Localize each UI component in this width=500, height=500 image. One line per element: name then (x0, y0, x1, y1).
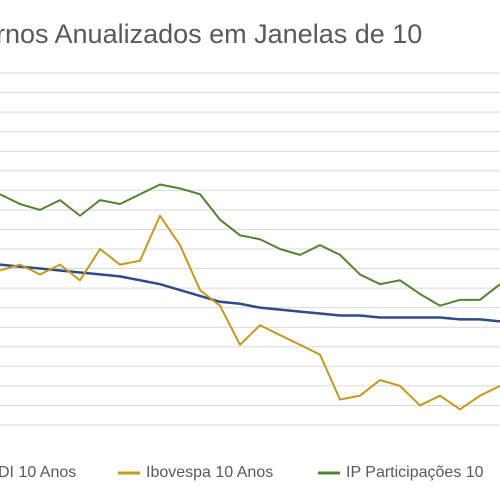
legend-label: DI 10 Anos (0, 464, 76, 481)
legend-label: IP Participações 10 (346, 464, 484, 481)
legend-label: Ibovespa 10 Anos (146, 464, 273, 481)
chart-title: rnos Anualizados em Janelas de 10 (0, 19, 422, 49)
series-line (0, 214, 500, 411)
series-line (0, 263, 500, 323)
series-line (0, 183, 500, 307)
